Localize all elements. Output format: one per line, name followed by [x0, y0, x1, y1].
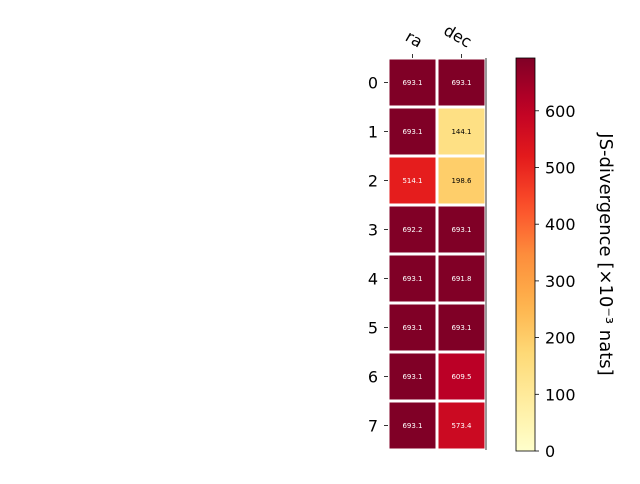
cell-value-label: 693.1 — [402, 422, 422, 430]
colorbar-tick-label: 200 — [545, 329, 576, 348]
cell-value-label: 144.1 — [451, 128, 471, 136]
cell-value-label: 693.1 — [451, 79, 471, 87]
heatmap-cell — [438, 402, 485, 449]
column-tick-label: dec — [441, 21, 475, 52]
heatmap-cell — [389, 304, 436, 351]
colorbar-tick-label: 400 — [545, 215, 576, 234]
row-tick-label: 5 — [368, 319, 378, 338]
column-tick-label: ra — [402, 27, 426, 52]
row-tick-label: 1 — [368, 123, 378, 142]
row-tick-label: 6 — [368, 368, 378, 387]
cell-value-label: 693.1 — [402, 128, 422, 136]
heatmap-cell — [438, 304, 485, 351]
colorbar-gradient — [516, 58, 535, 451]
heatmap-cell — [389, 59, 436, 106]
heatmap-cell — [438, 108, 485, 155]
heatmap-cell — [438, 206, 485, 253]
heatmap-cell — [438, 157, 485, 204]
heatmap-cell — [389, 206, 436, 253]
colorbar: 0 100 200 300 400 500 600 JS-divergence [×10⁻³ … — [515, 57, 616, 461]
cell-value-label: 609.5 — [451, 373, 471, 381]
colorbar-tick-label: 0 — [545, 442, 555, 461]
colorbar-tick-label: 500 — [545, 158, 576, 177]
colorbar-frame — [515, 57, 536, 452]
heatmap-cell — [389, 402, 436, 449]
cell-value-label: 691.8 — [451, 275, 471, 283]
cell-value-label: 693.1 — [402, 324, 422, 332]
colorbar-tick-label: 100 — [545, 385, 576, 404]
row-tick-label: 2 — [368, 172, 378, 191]
heatmap-cell — [438, 353, 485, 400]
colorbar-label: JS-divergence [×10⁻³ nats] — [595, 132, 616, 375]
colorbar-tick-label: 300 — [545, 272, 576, 291]
heatmap-cell — [389, 353, 436, 400]
cell-value-label: 198.6 — [451, 177, 472, 185]
cell-value-label: 692.2 — [402, 226, 422, 234]
cell-value-label: 573.4 — [451, 422, 472, 430]
cell-value-label: 693.1 — [451, 226, 471, 234]
cell-value-label: 693.1 — [402, 373, 422, 381]
cell-value-label: 693.1 — [451, 324, 471, 332]
row-tick-label: 0 — [368, 74, 378, 93]
cell-value-label: 514.1 — [402, 177, 422, 185]
colorbar-tick-label: 600 — [545, 102, 576, 121]
heatmap-cells: 693.1 693.1 693.1 144.1 514.1 198.6 692.2 693.1… — [389, 59, 485, 449]
row-tick-label: 7 — [368, 417, 378, 436]
row-tick-label: 3 — [368, 221, 378, 240]
heatmap-cell — [389, 157, 436, 204]
heatmap-cell — [438, 59, 485, 106]
cell-value-label: 693.1 — [402, 275, 422, 283]
heatmap-cell — [389, 108, 436, 155]
cell-value-label: 693.1 — [402, 79, 422, 87]
heatmap-cell — [438, 255, 485, 302]
row-tick-label: 4 — [368, 270, 378, 289]
heatmap-cell — [389, 255, 436, 302]
